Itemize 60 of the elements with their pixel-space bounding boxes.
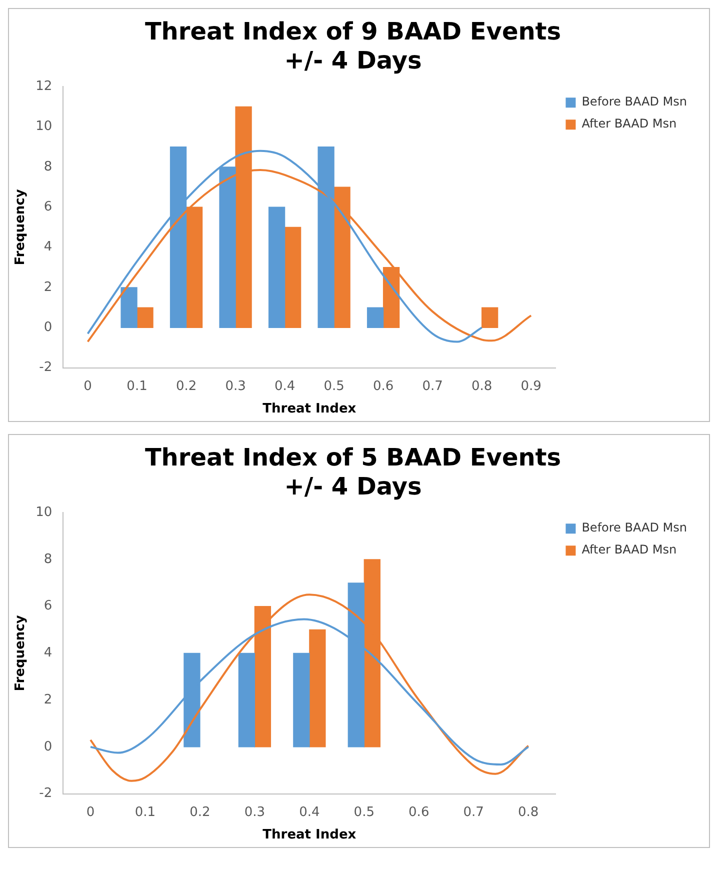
x-axis-title: Threat Index xyxy=(262,828,357,843)
x-axis-title: Threat Index xyxy=(262,402,357,417)
chart-title: Threat Index of 5 BAAD Events +/- 4 Days xyxy=(144,444,562,500)
bar xyxy=(238,652,256,748)
y-tick-label: 6 xyxy=(44,199,52,214)
y-axis-title: Frequency xyxy=(13,614,28,692)
y-tick-label: 4 xyxy=(44,240,52,255)
y-tick-label: -2 xyxy=(39,360,52,376)
y-tick-label: 2 xyxy=(44,692,52,708)
x-tick-label: 0.3 xyxy=(225,378,246,394)
x-tick-label: 0.9 xyxy=(520,378,542,394)
bar xyxy=(481,307,498,328)
x-tick-label: 0.7 xyxy=(463,804,484,820)
x-tick-label: 0.1 xyxy=(126,378,148,394)
bar xyxy=(184,652,200,748)
bar xyxy=(136,307,154,328)
bar xyxy=(382,267,400,328)
x-tick-label: 0.7 xyxy=(422,378,443,394)
x-tick-label: 0.3 xyxy=(244,804,266,820)
y-tick-label: 0 xyxy=(44,739,52,754)
y-tick-label: -2 xyxy=(39,786,52,802)
legend-label: After BAAD Msn xyxy=(582,116,677,131)
bar xyxy=(284,226,302,328)
y-tick-label: 6 xyxy=(44,598,52,614)
legend-label: After BAAD Msn xyxy=(582,542,677,557)
x-tick-label: 0 xyxy=(84,378,92,394)
y-axis-title: Frequency xyxy=(13,188,28,266)
y-tick-label: 10 xyxy=(36,119,52,134)
x-tick-label: 0.5 xyxy=(324,378,344,394)
x-tick-label: 0.4 xyxy=(299,804,320,820)
x-tick-label: 0.8 xyxy=(518,804,539,820)
y-tick-label: 2 xyxy=(44,280,52,295)
x-tick-label: 0.6 xyxy=(408,804,430,820)
line-series xyxy=(86,150,483,343)
y-tick-label: 4 xyxy=(44,646,52,661)
bar xyxy=(186,206,203,328)
x-tick-label: 0.6 xyxy=(372,378,394,394)
bar xyxy=(293,652,310,748)
chart-title: Threat Index of 9 BAAD Events +/- 4 Days xyxy=(144,18,562,74)
x-tick-label: 0.8 xyxy=(471,378,492,394)
legend-label: Before BAAD Msn xyxy=(582,520,688,535)
bar xyxy=(254,606,272,748)
x-tick-label: 0.4 xyxy=(274,378,296,394)
bar xyxy=(219,166,236,328)
bar xyxy=(120,287,138,328)
bar xyxy=(366,307,384,328)
y-tick-label: 0 xyxy=(44,320,52,336)
y-tick-label: 8 xyxy=(44,159,52,174)
x-tick-label: 0 xyxy=(86,804,95,820)
y-tick-label: 8 xyxy=(44,552,52,567)
legend-label: Before BAAD Msn xyxy=(582,94,688,109)
x-tick-label: 0.5 xyxy=(354,804,374,820)
bar xyxy=(334,186,350,328)
x-tick-label: 0.2 xyxy=(176,378,197,394)
y-tick-label: 12 xyxy=(36,78,52,94)
x-tick-label: 0.1 xyxy=(134,804,156,820)
y-tick-label: 10 xyxy=(36,504,52,520)
bar xyxy=(309,629,326,748)
bar xyxy=(268,206,286,328)
x-tick-label: 0.2 xyxy=(190,804,210,820)
